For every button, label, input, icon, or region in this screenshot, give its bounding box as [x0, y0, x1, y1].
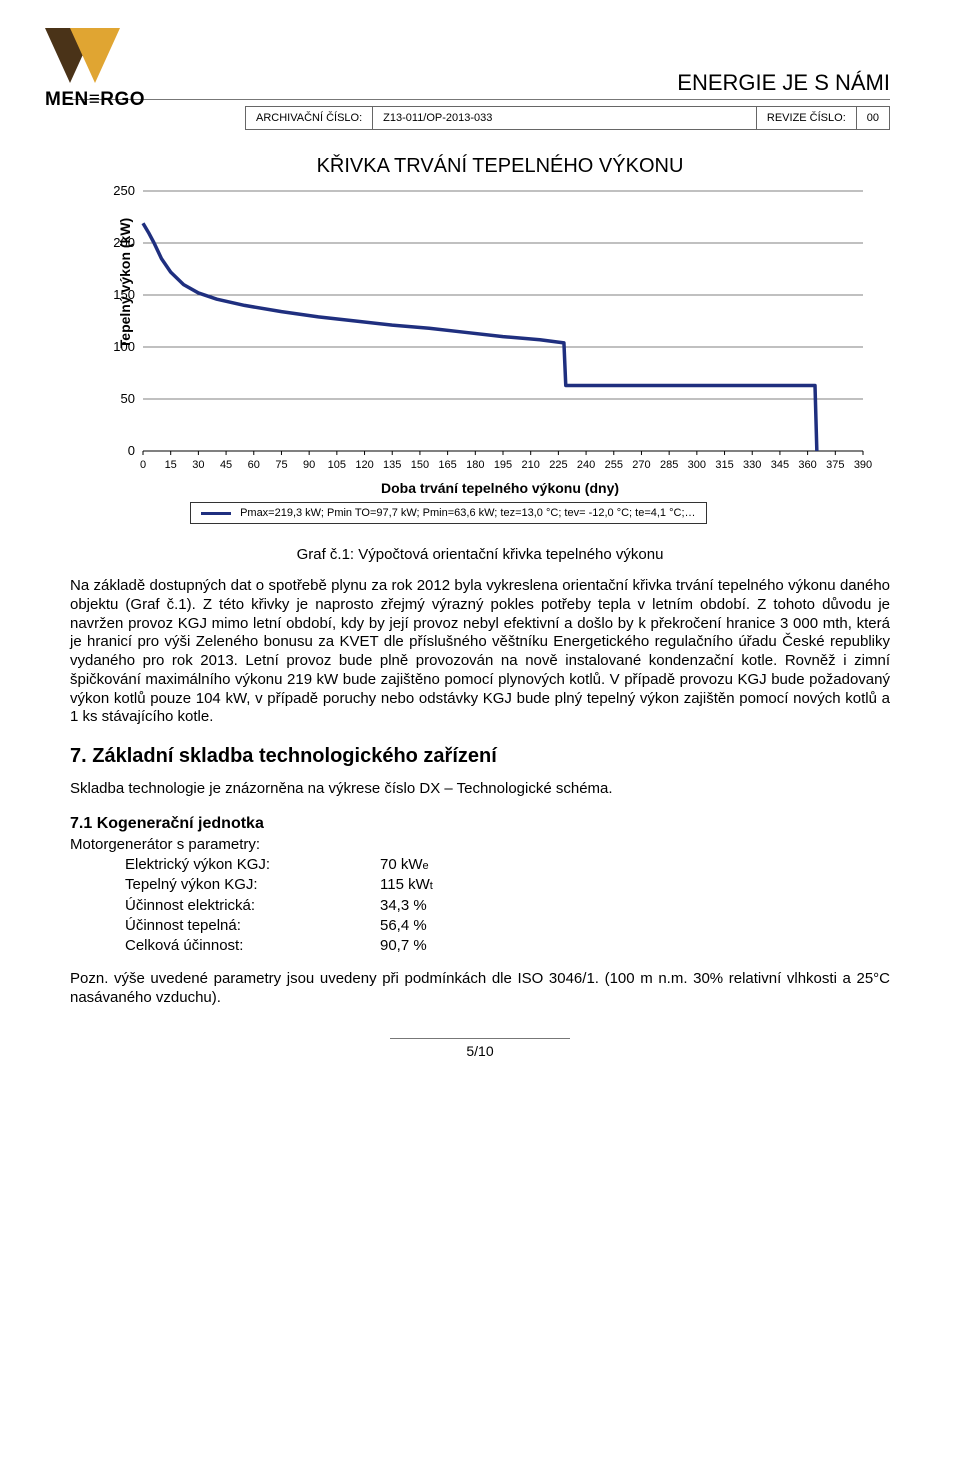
svg-text:300: 300: [687, 459, 705, 471]
svg-text:330: 330: [743, 459, 761, 471]
svg-text:285: 285: [659, 459, 677, 471]
archive-value: Z13-011/OP-2013-033: [373, 107, 757, 129]
svg-text:0: 0: [139, 459, 145, 471]
slogan: ENERGIE JE S NÁMI: [70, 70, 890, 96]
param-value: 90,7 %: [380, 936, 427, 956]
revision-value: 00: [857, 107, 889, 129]
param-row: Elektrický výkon KGJ:70 kWe: [70, 855, 890, 875]
svg-text:75: 75: [275, 459, 287, 471]
svg-text:50: 50: [120, 391, 134, 406]
svg-text:180: 180: [466, 459, 484, 471]
param-label: Účinnost tepelná:: [70, 916, 380, 936]
param-label: Elektrický výkon KGJ:: [70, 855, 380, 875]
param-row: Celková účinnost:90,7 %: [70, 936, 890, 956]
svg-text:165: 165: [438, 459, 456, 471]
svg-text:240: 240: [576, 459, 594, 471]
chart-caption: Graf č.1: Výpočtová orientační křivka te…: [70, 546, 890, 563]
svg-text:255: 255: [604, 459, 622, 471]
chart-legend: Pmax=219,3 kW; Pmin TO=97,7 kW; Pmin=63,…: [190, 502, 707, 524]
logo: MEN≡RGO: [45, 28, 145, 111]
svg-text:0: 0: [127, 443, 134, 458]
legend-text: Pmax=219,3 kW; Pmin TO=97,7 kW; Pmin=63,…: [240, 507, 695, 519]
param-label: Tepelný výkon KGJ:: [70, 875, 380, 895]
param-value: 115 kWt: [380, 875, 433, 895]
chart-y-label: Tepelný výkon (kW): [117, 218, 133, 348]
svg-text:360: 360: [798, 459, 816, 471]
svg-text:90: 90: [303, 459, 315, 471]
chart: KŘIVKA TRVÁNÍ TEPELNÉHO VÝKONU Tepelný v…: [70, 155, 890, 524]
motor-intro: Motorgenerátor s parametry:: [70, 835, 380, 855]
meta-box: ARCHIVAČNÍ ČÍSLO: Z13-011/OP-2013-033 RE…: [245, 106, 890, 130]
param-row: Účinnost tepelná:56,4 %: [70, 916, 890, 936]
svg-text:150: 150: [410, 459, 428, 471]
svg-text:210: 210: [521, 459, 539, 471]
param-value: 34,3 %: [380, 896, 427, 916]
note: Pozn. výše uvedené parametry jsou uveden…: [70, 970, 890, 1008]
svg-text:45: 45: [219, 459, 231, 471]
svg-text:195: 195: [493, 459, 511, 471]
param-label: Celková účinnost:: [70, 936, 380, 956]
svg-text:225: 225: [549, 459, 567, 471]
param-value: 56,4 %: [380, 916, 427, 936]
svg-text:345: 345: [770, 459, 788, 471]
revision-label: REVIZE ČÍSLO:: [757, 107, 857, 129]
section-heading-7: 7. Základní skladba technologického zaří…: [70, 745, 890, 768]
svg-text:15: 15: [164, 459, 176, 471]
brand-name: MEN≡RGO: [45, 89, 145, 111]
subsection-heading-7-1: 7.1 Kogenerační jednotka: [70, 815, 890, 833]
svg-text:375: 375: [826, 459, 844, 471]
page-number: 5/10: [390, 1038, 570, 1059]
param-value: 70 kWe: [380, 855, 429, 875]
chart-svg: 0501001502002500153045607590105120135150…: [88, 186, 873, 476]
svg-text:315: 315: [715, 459, 733, 471]
svg-text:135: 135: [383, 459, 401, 471]
svg-text:105: 105: [327, 459, 345, 471]
svg-text:60: 60: [247, 459, 259, 471]
paragraph-2: Skladba technologie je znázorněna na výk…: [70, 780, 890, 799]
chart-title: KŘIVKA TRVÁNÍ TEPELNÉHO VÝKONU: [70, 155, 890, 178]
param-row: Účinnost elektrická:34,3 %: [70, 896, 890, 916]
svg-text:30: 30: [192, 459, 204, 471]
paragraph-1: Na základě dostupných dat o spotřebě ply…: [70, 577, 890, 727]
svg-text:120: 120: [355, 459, 373, 471]
svg-text:270: 270: [632, 459, 650, 471]
param-row: Tepelný výkon KGJ:115 kWt: [70, 875, 890, 895]
svg-text:250: 250: [113, 186, 135, 198]
param-list: Motorgenerátor s parametry: Elektrický v…: [70, 835, 890, 957]
param-label: Účinnost elektrická:: [70, 896, 380, 916]
svg-text:390: 390: [853, 459, 871, 471]
legend-line-icon: [201, 512, 231, 515]
archive-label: ARCHIVAČNÍ ČÍSLO:: [246, 107, 373, 129]
chart-x-label: Doba trvání tepelného výkonu (dny): [70, 480, 890, 496]
divider: [70, 99, 890, 100]
